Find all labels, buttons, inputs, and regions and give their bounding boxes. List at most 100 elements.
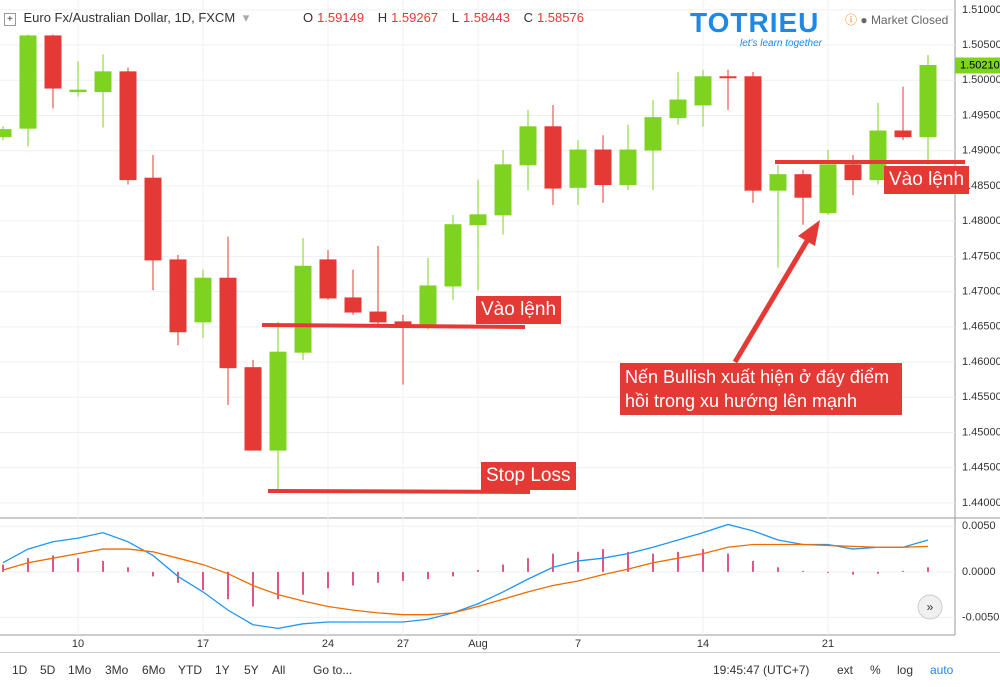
y-tick-label: 1.45000 (962, 426, 1000, 438)
candle-body (444, 224, 462, 287)
candle-body (0, 129, 12, 138)
x-tick-label: 17 (197, 638, 209, 650)
candle-body (319, 259, 337, 299)
entry-line (261, 323, 526, 329)
y-tick-label: 1.45500 (962, 391, 1000, 403)
scale-option[interactable]: log (897, 663, 914, 677)
y-tick-label: 1.50500 (962, 39, 1000, 51)
range-button[interactable]: 1Y (215, 663, 230, 677)
y-tick-label: -0.0050 (962, 611, 999, 623)
candle-body (644, 117, 662, 151)
symbol[interactable]: Euro Fx/Australian Dollar, 1D, FXCM (23, 10, 236, 25)
candle-body (144, 177, 162, 261)
ohlc-value: 1.58443 (462, 10, 510, 25)
y-tick-label: 1.46500 (962, 321, 1000, 333)
range-button[interactable]: 5D (40, 663, 56, 677)
y-tick-label: 1.51000 (962, 4, 1000, 16)
candle-body (119, 71, 137, 181)
status-text: Market Closed (870, 13, 949, 27)
candle-body (519, 126, 537, 166)
ohlc-key: H (377, 10, 388, 25)
candle-body (669, 99, 687, 119)
range-button[interactable]: 5Y (244, 663, 259, 677)
plot-layer: 10 17 24 27 Aug 7 14 21 1.44000 1.44500 1.45000 1.4… (0, 0, 1000, 650)
y-tick-label: 1.46000 (962, 356, 1000, 368)
range-button[interactable]: 1D (12, 663, 28, 677)
y-tick-label: 1.49000 (962, 145, 1000, 157)
y-tick-label: 1.48000 (962, 215, 1000, 227)
candle-body (294, 265, 312, 353)
candle-body (269, 351, 287, 451)
logo: TOTRIEU let's learn together (690, 7, 822, 50)
indicator-line (2, 543, 929, 616)
candle-body (744, 76, 762, 191)
scale-option[interactable]: auto (930, 663, 954, 677)
annotation: Nến Bullish xuất hiện ở đáy điểm hồi tro… (620, 363, 902, 415)
y-tick-label: 1.47500 (962, 250, 1000, 262)
scale-option[interactable]: % (870, 663, 881, 677)
ohlc-key: C (523, 10, 533, 25)
ohlc-value: 1.59149 (317, 10, 365, 25)
range-button[interactable]: 1Mo (68, 663, 92, 677)
range-button[interactable]: YTD (178, 663, 202, 677)
x-tick-label: 7 (575, 638, 581, 650)
range-button[interactable]: All (272, 663, 286, 677)
scroll-icon[interactable]: » (927, 600, 934, 614)
stop-loss-line (267, 489, 531, 494)
candle-body (919, 65, 937, 138)
x-tick-label: Aug (468, 638, 488, 650)
clock: 19:45:47 (UTC+7) (713, 663, 810, 677)
ohlc-key: L (451, 10, 459, 25)
candle-body (19, 35, 37, 129)
annotation: Vào lệnh (884, 166, 970, 194)
candle-body (544, 126, 562, 189)
range-button[interactable]: 6Mo (142, 663, 166, 677)
candle-body (344, 297, 362, 313)
x-tick-label: 21 (822, 638, 834, 650)
range-button[interactable]: 3Mo (105, 663, 129, 677)
y-tick-label: 1.50000 (962, 74, 1000, 86)
y-tick-label: 0.0000 (962, 566, 996, 578)
candle-body (694, 76, 712, 106)
y-tick-label: 1.48500 (962, 180, 1000, 192)
candle-body (219, 277, 237, 369)
x-tick-label: 24 (322, 638, 334, 650)
candle-body (844, 164, 862, 181)
ohlc-value: 1.59267 (391, 10, 439, 25)
candle-body (69, 89, 87, 93)
candle-body (94, 71, 112, 93)
scroll-button[interactable] (917, 594, 943, 620)
candle-body (569, 149, 587, 188)
candle-body (44, 35, 62, 89)
candle-body (819, 164, 837, 214)
candle-body (719, 76, 737, 79)
x-tick-label: 10 (72, 638, 84, 650)
candle-body (769, 174, 787, 191)
candle-body (594, 149, 612, 186)
y-tick-label: 1.44500 (962, 462, 1000, 474)
logo-tagline: let's learn together (740, 38, 822, 49)
annotation: Stop Loss (481, 462, 576, 490)
candle-body (169, 259, 187, 333)
annotation: Vào lệnh (476, 296, 562, 324)
logo-name: TOTRIEU (690, 7, 820, 38)
symbol-menu[interactable]: ▾ (242, 10, 250, 25)
candle-body (894, 130, 912, 138)
candle-body (619, 149, 637, 186)
ohlc-value: 1.58576 (536, 10, 584, 25)
chart: 10 17 24 27 Aug 7 14 21 1.44000 1.44500 1.45000 1.4… (0, 0, 1000, 650)
candle-body (794, 174, 812, 198)
ohlc-key: O (302, 10, 314, 25)
y-tick-label: 1.47000 (962, 286, 1000, 298)
arrow-shaft (732, 234, 813, 364)
last-price-box (955, 57, 1000, 74)
candle-body (419, 285, 437, 326)
candle-body (869, 130, 887, 181)
y-tick-label: 1.44000 (962, 497, 1000, 509)
collapse-icon[interactable]: + (4, 13, 16, 26)
scale-option[interactable]: ext (837, 663, 854, 677)
goto[interactable]: Go to... (313, 663, 353, 677)
y-tick-label: 0.0050 (962, 520, 996, 532)
last-price-label: 1.50210 (960, 59, 1000, 71)
